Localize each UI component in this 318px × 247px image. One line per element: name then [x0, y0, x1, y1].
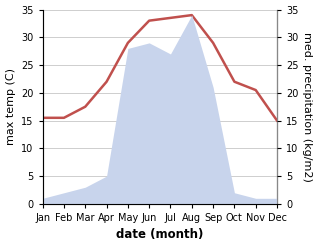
- X-axis label: date (month): date (month): [116, 228, 204, 242]
- Y-axis label: med. precipitation (kg/m2): med. precipitation (kg/m2): [302, 32, 313, 182]
- Y-axis label: max temp (C): max temp (C): [5, 68, 16, 145]
